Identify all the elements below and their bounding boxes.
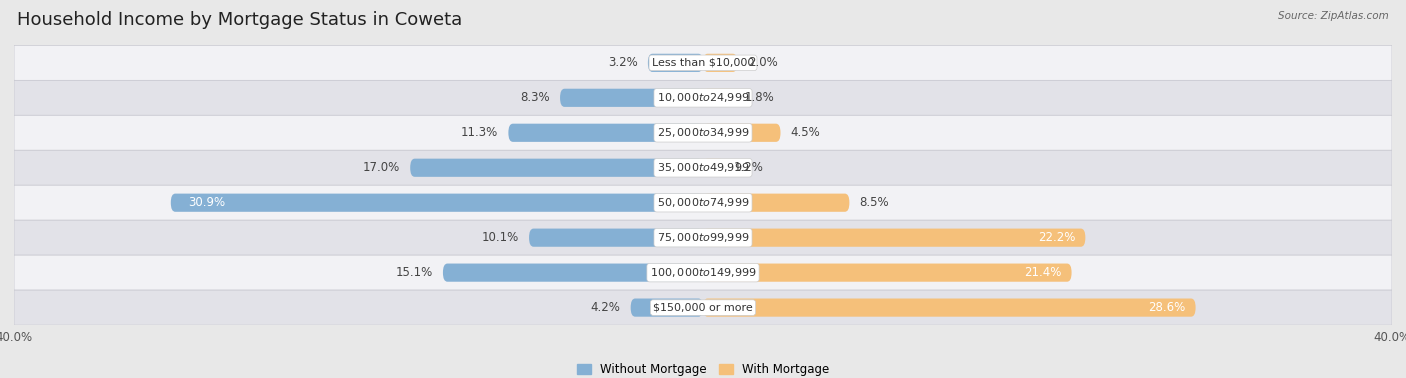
Text: 30.9%: 30.9%	[188, 196, 225, 209]
Text: $75,000 to $99,999: $75,000 to $99,999	[657, 231, 749, 244]
FancyBboxPatch shape	[170, 194, 703, 212]
FancyBboxPatch shape	[703, 54, 738, 72]
FancyBboxPatch shape	[509, 124, 703, 142]
FancyBboxPatch shape	[14, 81, 1392, 115]
Text: 1.2%: 1.2%	[734, 161, 763, 174]
Text: 3.2%: 3.2%	[607, 56, 637, 69]
Text: Source: ZipAtlas.com: Source: ZipAtlas.com	[1278, 11, 1389, 21]
FancyBboxPatch shape	[529, 229, 703, 247]
Text: $10,000 to $24,999: $10,000 to $24,999	[657, 91, 749, 104]
Text: Less than $10,000: Less than $10,000	[652, 58, 754, 68]
FancyBboxPatch shape	[648, 54, 703, 72]
Text: $25,000 to $34,999: $25,000 to $34,999	[657, 126, 749, 139]
Text: 21.4%: 21.4%	[1024, 266, 1062, 279]
FancyBboxPatch shape	[703, 159, 724, 177]
Text: 22.2%: 22.2%	[1038, 231, 1076, 244]
Text: $100,000 to $149,999: $100,000 to $149,999	[650, 266, 756, 279]
FancyBboxPatch shape	[14, 150, 1392, 185]
Text: 2.0%: 2.0%	[748, 56, 778, 69]
Text: $50,000 to $74,999: $50,000 to $74,999	[657, 196, 749, 209]
FancyBboxPatch shape	[14, 290, 1392, 325]
Text: 15.1%: 15.1%	[395, 266, 433, 279]
Text: 28.6%: 28.6%	[1149, 301, 1185, 314]
Legend: Without Mortgage, With Mortgage: Without Mortgage, With Mortgage	[572, 358, 834, 378]
FancyBboxPatch shape	[703, 194, 849, 212]
FancyBboxPatch shape	[703, 263, 1071, 282]
FancyBboxPatch shape	[411, 159, 703, 177]
FancyBboxPatch shape	[14, 185, 1392, 220]
FancyBboxPatch shape	[14, 255, 1392, 290]
FancyBboxPatch shape	[14, 45, 1392, 81]
FancyBboxPatch shape	[443, 263, 703, 282]
Text: Household Income by Mortgage Status in Coweta: Household Income by Mortgage Status in C…	[17, 11, 463, 29]
Text: 1.8%: 1.8%	[744, 91, 775, 104]
FancyBboxPatch shape	[703, 89, 734, 107]
Text: $150,000 or more: $150,000 or more	[654, 303, 752, 313]
Text: 11.3%: 11.3%	[461, 126, 498, 139]
FancyBboxPatch shape	[703, 299, 1195, 317]
FancyBboxPatch shape	[14, 220, 1392, 255]
FancyBboxPatch shape	[14, 115, 1392, 150]
Text: 4.5%: 4.5%	[790, 126, 821, 139]
FancyBboxPatch shape	[631, 299, 703, 317]
Text: 17.0%: 17.0%	[363, 161, 399, 174]
FancyBboxPatch shape	[703, 124, 780, 142]
Text: 10.1%: 10.1%	[481, 231, 519, 244]
Text: $35,000 to $49,999: $35,000 to $49,999	[657, 161, 749, 174]
Text: 8.5%: 8.5%	[859, 196, 890, 209]
FancyBboxPatch shape	[703, 229, 1085, 247]
Text: 4.2%: 4.2%	[591, 301, 620, 314]
FancyBboxPatch shape	[560, 89, 703, 107]
Text: 8.3%: 8.3%	[520, 91, 550, 104]
